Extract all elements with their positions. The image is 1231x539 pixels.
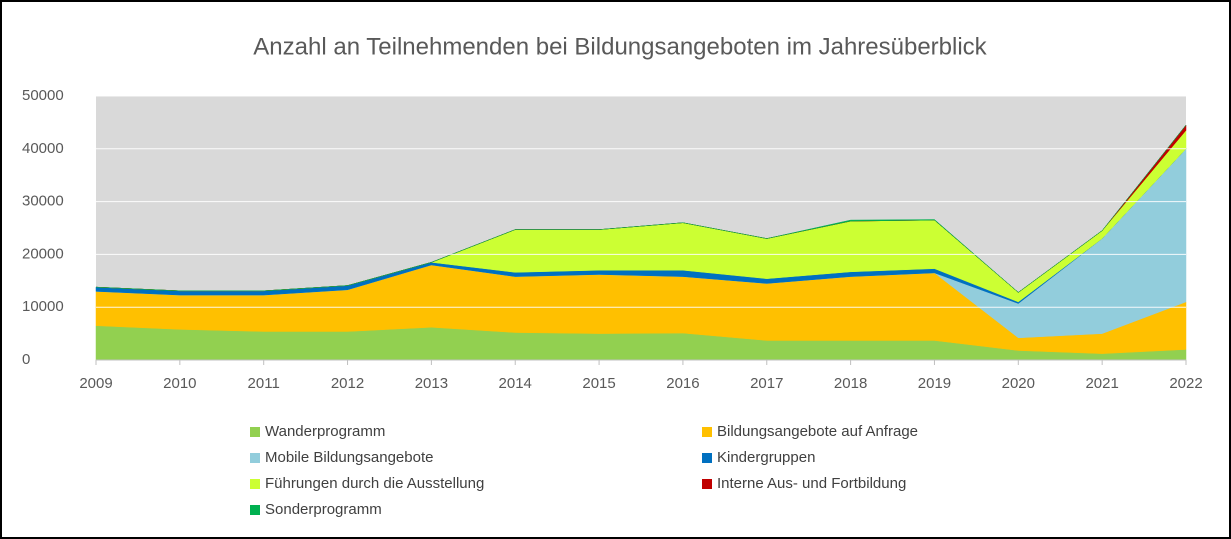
- legend-swatch: [702, 427, 712, 437]
- y-tick-label: 40000: [22, 140, 64, 157]
- x-tick-label: 2013: [415, 375, 448, 392]
- area: [95, 124, 1187, 293]
- legend-label: Kindergruppen: [717, 449, 815, 466]
- legend-swatch: [250, 427, 260, 437]
- x-tick-label: 2019: [918, 375, 951, 392]
- x-tick-label: 2018: [834, 375, 867, 392]
- legend-swatch: [250, 505, 260, 515]
- x-tick-label: 2015: [582, 375, 615, 392]
- legend-swatch: [250, 479, 260, 489]
- y-tick-label: 50000: [22, 87, 64, 104]
- legend-swatch: [250, 453, 260, 463]
- x-tick-label: 2016: [666, 375, 699, 392]
- x-tick-label: 2014: [499, 375, 532, 392]
- x-tick-label: 2020: [1002, 375, 1035, 392]
- chart-title: Anzahl an Teilnehmenden bei Bildungsange…: [253, 33, 987, 60]
- legend-label: Sonderprogramm: [265, 501, 382, 518]
- legend-label: Bildungsangebote auf Anfrage: [717, 423, 918, 440]
- y-tick-label: 0: [22, 351, 30, 368]
- x-tick-label: 2009: [79, 375, 112, 392]
- x-tick-label: 2012: [331, 375, 364, 392]
- legend-label: Führungen durch die Ausstellung: [265, 475, 484, 492]
- x-tick-label: 2022: [1169, 375, 1202, 392]
- y-tick-label: 20000: [22, 245, 64, 262]
- legend-label: Mobile Bildungsangebote: [265, 449, 433, 466]
- x-tick-label: 2017: [750, 375, 783, 392]
- legend-label: Wanderprogramm: [265, 423, 385, 440]
- x-tick-label: 2021: [1085, 375, 1118, 392]
- y-tick-label: 30000: [22, 193, 64, 210]
- legend-swatch: [702, 479, 712, 489]
- legend-swatch: [702, 453, 712, 463]
- legend-label: Interne Aus- und Fortbildung: [717, 475, 906, 492]
- x-tick-label: 2011: [248, 375, 280, 392]
- y-tick-label: 10000: [22, 298, 64, 315]
- x-tick-label: 2010: [163, 375, 196, 392]
